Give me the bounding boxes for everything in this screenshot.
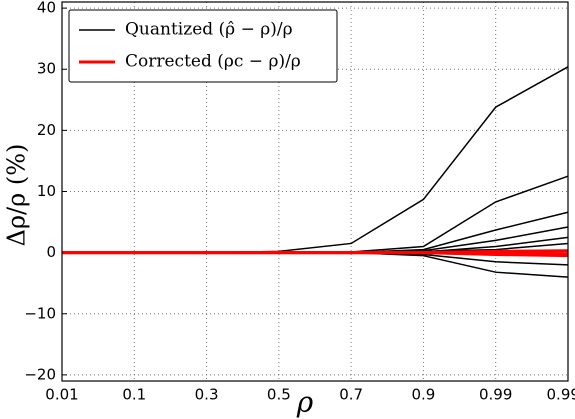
y-tick-label: 30 bbox=[37, 60, 56, 78]
legend-box bbox=[68, 9, 338, 83]
x-tick-label: 0.9 bbox=[411, 386, 435, 404]
x-tick-label: 0.3 bbox=[195, 386, 219, 404]
series-line bbox=[62, 66, 569, 254]
y-tick-label: 0 bbox=[46, 243, 56, 261]
y-tick-label: −20 bbox=[24, 365, 56, 383]
x-tick-label: 0.999 bbox=[547, 386, 575, 404]
y-tick-label: −10 bbox=[24, 304, 56, 322]
y-tick-label: 40 bbox=[37, 0, 56, 17]
series-line bbox=[62, 251, 569, 278]
x-tick-label: 0.1 bbox=[122, 386, 146, 404]
plot-frame bbox=[61, 1, 569, 382]
y-tick-label: 10 bbox=[37, 182, 56, 200]
x-axis-label: ρ bbox=[296, 386, 314, 419]
x-tick-label: 0.5 bbox=[267, 386, 291, 404]
y-tick-label: 20 bbox=[37, 121, 56, 139]
x-tick-label: 0.7 bbox=[339, 386, 363, 404]
series-line bbox=[62, 251, 569, 256]
y-axis-label: Δρ/ρ (%) bbox=[3, 144, 31, 247]
legend-label: Corrected (ρc − ρ)/ρ bbox=[125, 52, 301, 72]
legend-label: Quantized (ρ̂ − ρ)/ρ bbox=[125, 20, 293, 40]
x-tick-label: 0.01 bbox=[45, 386, 78, 404]
x-tick-label: 0.99 bbox=[479, 386, 512, 404]
